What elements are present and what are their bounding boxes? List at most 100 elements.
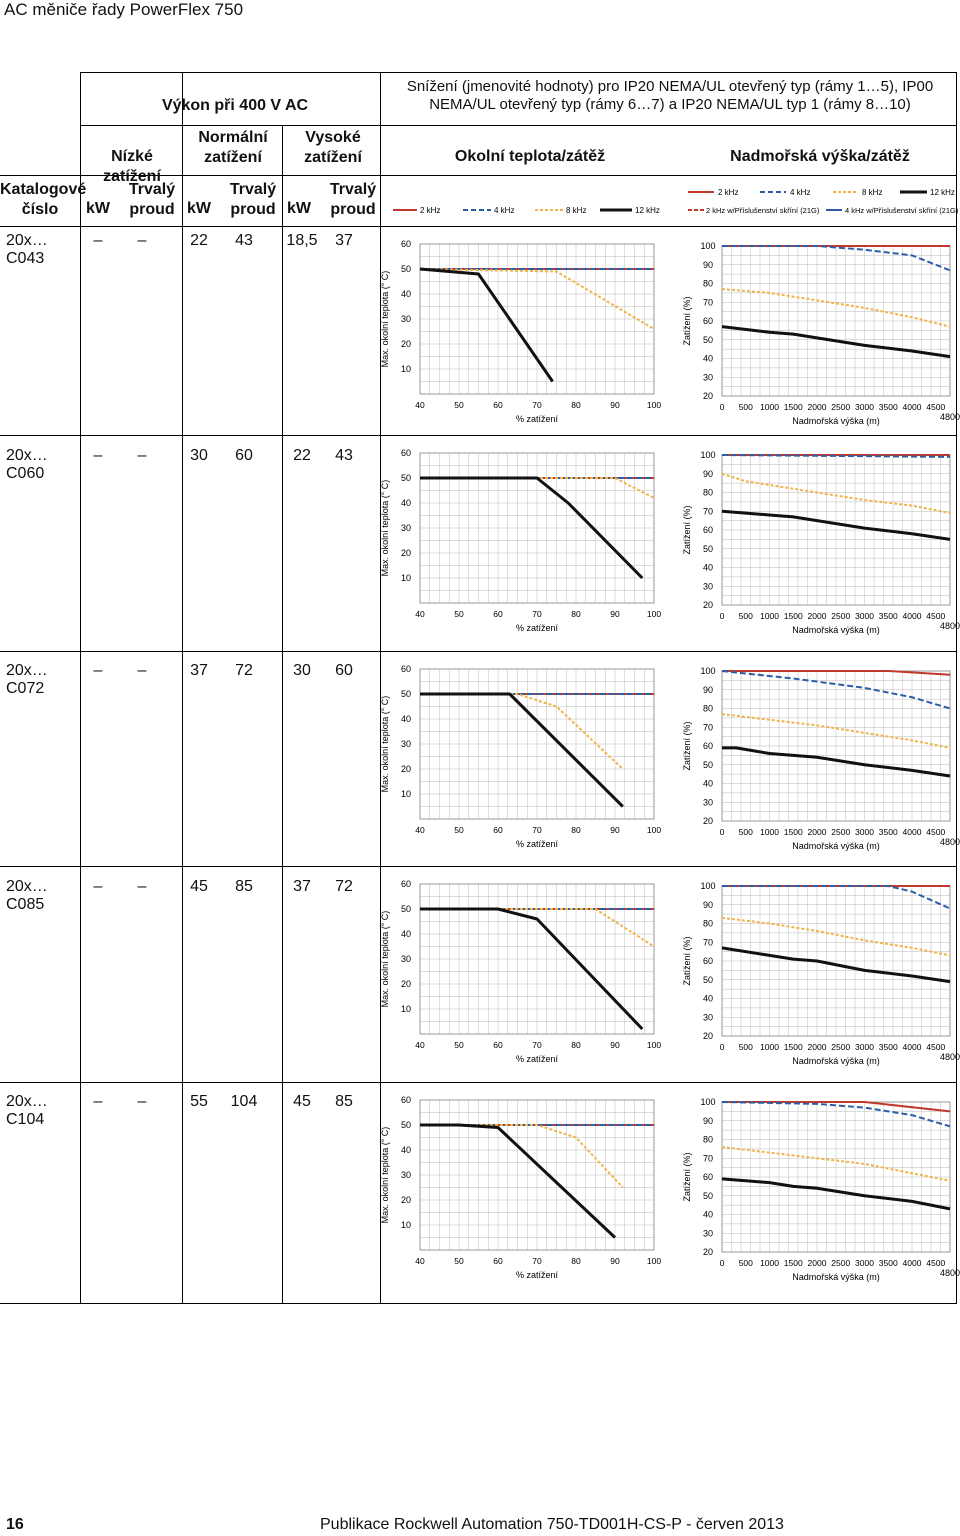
x-tick-label: 60	[493, 825, 503, 835]
series-line-8khz	[721, 472, 951, 515]
y-tick-label: 30	[703, 581, 713, 591]
x-axis-label: % zatížení	[516, 414, 559, 424]
y-tick-label: 100	[700, 241, 715, 251]
series-line-12khz	[721, 509, 951, 541]
y-tick-label: 80	[703, 1135, 713, 1145]
cell-catalog: 20x…C060	[6, 447, 48, 482]
x-tick-label: 1000	[760, 1258, 779, 1268]
y-tick-label: 40	[401, 1145, 411, 1155]
y-tick-label: 100	[700, 666, 715, 676]
y-tick-label: 60	[703, 956, 713, 966]
table-right-border	[956, 72, 957, 1304]
cell-ld-a: –	[137, 447, 147, 464]
x-tick-label: 4800	[940, 1052, 960, 1062]
y-tick-label: 10	[401, 1004, 411, 1014]
x-tick-label: 80	[571, 1040, 581, 1050]
x-tick-label: 2000	[808, 611, 827, 621]
y-tick-label: 30	[703, 372, 713, 382]
y-axis-label: Max. okolní teplota (° C)	[380, 480, 390, 577]
page-number: 16	[6, 1516, 24, 1533]
normal-duty-header: Normální zatížení	[198, 129, 268, 166]
series-line-12khz	[419, 267, 554, 383]
y-tick-label: 50	[703, 1191, 713, 1201]
plot-frame	[419, 452, 655, 604]
x-tick-label: 2500	[831, 1258, 850, 1268]
x-tick-label: 100	[647, 400, 661, 410]
series-line-12khz	[721, 1177, 951, 1211]
current-header: Trvalý proud	[329, 181, 377, 218]
cell-hd-a: 60	[335, 662, 353, 679]
y-tick-label: 70	[703, 297, 713, 307]
y-tick-label: 50	[703, 760, 713, 770]
x-tick-label: 500	[739, 402, 753, 412]
x-tick-label: 2500	[831, 827, 850, 837]
publication-footer: Publikace Rockwell Automation 750-TD001H…	[320, 1516, 784, 1533]
x-axis-label: Nadmořská výška (m)	[792, 841, 880, 851]
cell-ld-a: –	[137, 662, 147, 679]
series-line-4khz	[722, 245, 951, 272]
x-tick-label: 90	[610, 825, 620, 835]
series-line-12khz	[420, 1123, 617, 1239]
column-divider	[182, 72, 183, 1304]
series-line-2khz	[722, 670, 951, 676]
column-divider	[80, 72, 81, 1304]
plot-frame	[419, 668, 655, 820]
cell-ld-kw: –	[93, 232, 103, 249]
x-tick-label: 4500	[926, 402, 945, 412]
y-tick-label: 30	[703, 1228, 713, 1238]
x-tick-label: 40	[415, 825, 425, 835]
cell-catalog: 20x…C072	[6, 662, 48, 697]
x-axis-label: % zatížení	[516, 839, 559, 849]
y-tick-label: 50	[703, 544, 713, 554]
x-axis-label: Nadmořská výška (m)	[792, 1056, 880, 1066]
y-axis-label: Zatížení (%)	[682, 505, 692, 554]
altitude-load-header: Nadmořská výška/zátěž	[730, 148, 910, 165]
y-tick-label: 80	[703, 919, 713, 929]
series-line-8khz	[420, 1124, 624, 1189]
cell-hd-a: 37	[335, 232, 353, 249]
kw-header: kW	[287, 200, 311, 217]
cell-hd-kw: 18,5	[286, 232, 318, 249]
y-axis-label: Zatížení (%)	[682, 1152, 692, 1201]
catalog-header: Katalogové číslo	[0, 181, 87, 218]
y-tick-label: 90	[703, 260, 713, 270]
x-tick-label: 1000	[760, 827, 779, 837]
x-tick-label: 2500	[831, 611, 850, 621]
cell-hd-a: 85	[335, 1093, 353, 1110]
series-line-12khz	[420, 692, 624, 808]
y-tick-label: 50	[401, 264, 411, 274]
x-tick-label: 1000	[760, 611, 779, 621]
cell-catalog: 20x…C043	[6, 232, 48, 267]
y-tick-label: 60	[401, 664, 411, 674]
series-line-8khz	[420, 693, 624, 770]
derating-header: Snížení (jmenovité hodnoty) pro IP20 NEM…	[406, 78, 934, 113]
x-tick-label: 3000	[855, 402, 874, 412]
y-tick-label: 60	[401, 448, 411, 458]
x-tick-label: 1000	[760, 1042, 779, 1052]
y-tick-label: 30	[401, 523, 411, 533]
row-divider	[0, 1082, 957, 1083]
y-tick-label: 100	[700, 1097, 715, 1107]
y-tick-label: 90	[703, 1116, 713, 1126]
y-tick-label: 70	[703, 937, 713, 947]
x-tick-label: 1500	[784, 1042, 803, 1052]
x-tick-label: 3500	[879, 827, 898, 837]
x-tick-label: 1500	[784, 1258, 803, 1268]
cell-nd-a: 72	[235, 662, 253, 679]
y-tick-label: 20	[703, 600, 713, 610]
x-tick-label: 2000	[808, 1258, 827, 1268]
y-tick-label: 40	[703, 1210, 713, 1220]
series-line-8khz	[419, 268, 655, 330]
x-axis-label: % zatížení	[516, 1270, 559, 1280]
cell-ld-kw: –	[93, 1093, 103, 1110]
x-tick-label: 2500	[831, 402, 850, 412]
cell-nd-kw: 45	[190, 878, 208, 895]
x-axis-label: Nadmořská výška (m)	[792, 1272, 880, 1282]
y-tick-label: 80	[703, 488, 713, 498]
x-tick-label: 70	[532, 609, 542, 619]
x-tick-label: 4000	[903, 827, 922, 837]
y-tick-label: 20	[703, 1031, 713, 1041]
ambient-load-header: Okolní teplota/zátěž	[454, 148, 606, 165]
x-tick-label: 4800	[940, 837, 960, 847]
y-tick-label: 70	[703, 1153, 713, 1163]
